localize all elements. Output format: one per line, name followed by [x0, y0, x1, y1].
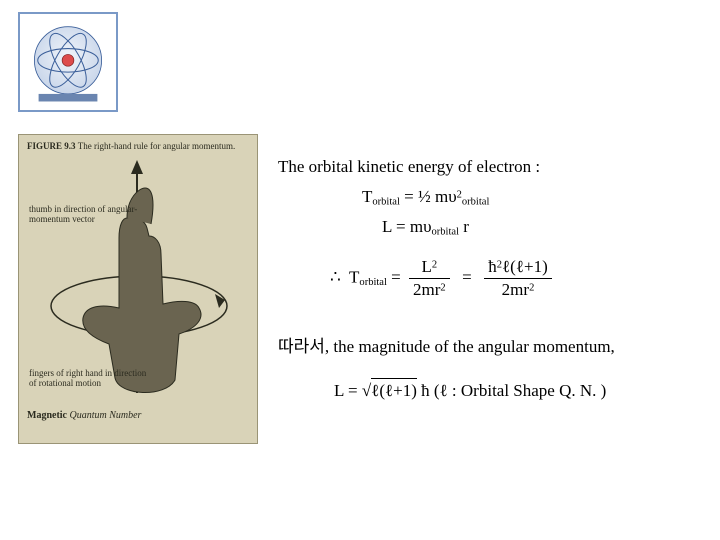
figure-footer: Magnetic Quantum Number [27, 410, 249, 421]
fingers-direction-label: fingers of right hand in direction of ro… [29, 368, 159, 389]
conclusion-line: 따라서, the magnitude of the angular moment… [278, 336, 615, 358]
atom-svg [26, 20, 110, 104]
textbook-figure-9-3: FIGURE 9.3 The right-hand rule for angul… [18, 134, 258, 444]
eq-therefore-row: ∴ Torbital = L2 2mr2 = ħ2ℓ(ℓ+1) 2mr2 [330, 256, 556, 301]
figure-caption: FIGURE 9.3 The right-hand rule for angul… [27, 141, 249, 152]
eq-L-final: L = √ℓ(ℓ+1) ħ (ℓ : Orbital Shape Q. N. ) [334, 378, 606, 402]
eq-L-mvr: L = mυorbital r [382, 216, 469, 239]
kinetic-energy-heading: The orbital kinetic energy of electron : [278, 156, 540, 178]
right-hand-rule-art: thumb in direction of angular- momentum … [27, 158, 251, 408]
thumb-direction-label: thumb in direction of angular- momentum … [29, 204, 139, 225]
eq-t-orbital: Torbital = ½ mυ2orbital [362, 186, 489, 209]
atom-model-thumbnail [18, 12, 118, 112]
